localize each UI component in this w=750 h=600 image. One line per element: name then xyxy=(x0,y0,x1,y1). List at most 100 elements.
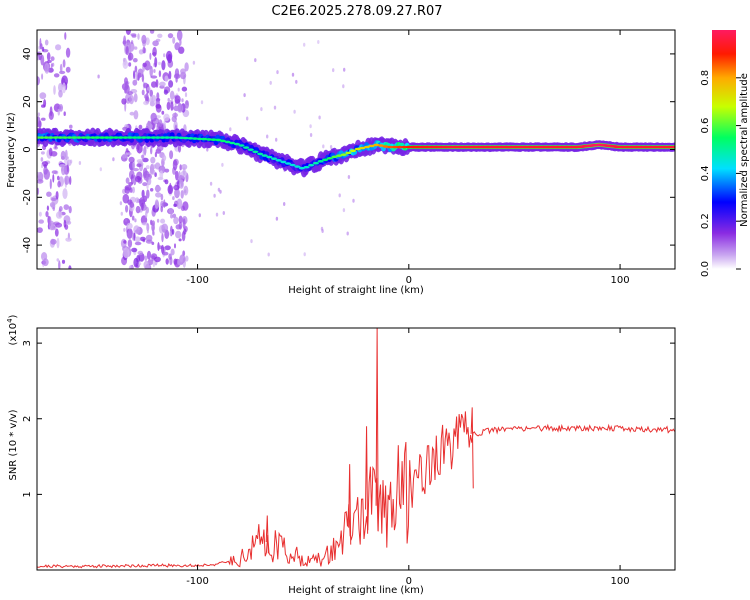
noise-speckle xyxy=(65,237,72,242)
noise-speckle xyxy=(128,265,134,269)
noise-speckle xyxy=(48,147,53,157)
noise-speckle xyxy=(99,167,103,172)
noise-speckle xyxy=(149,30,155,34)
x-tick-label: 100 xyxy=(611,275,630,286)
noise-speckle xyxy=(163,120,166,130)
ridge-peak xyxy=(94,136,101,139)
ridge-peak xyxy=(173,136,180,139)
ridge-peak xyxy=(336,154,343,157)
ridge-peak xyxy=(243,146,250,149)
noise-speckle xyxy=(37,116,41,128)
noise-speckle xyxy=(163,89,168,95)
noise-speckle xyxy=(150,147,153,155)
spectrogram-x-ticks: -100 0 100 xyxy=(186,30,630,286)
noise-speckle xyxy=(141,189,145,198)
ridge-peak xyxy=(52,136,59,139)
noise-speckle xyxy=(61,259,66,264)
noise-speckle xyxy=(53,85,56,95)
ridge-peak xyxy=(387,145,394,149)
noise-speckle xyxy=(128,62,132,67)
noise-speckle xyxy=(198,213,201,218)
noise-speckle xyxy=(58,260,61,269)
noise-speckle xyxy=(165,258,169,265)
noise-speckle xyxy=(173,203,177,207)
noise-speckle xyxy=(51,62,55,67)
noise-speckle xyxy=(158,119,163,128)
noise-speckle xyxy=(155,192,162,198)
noise-speckle xyxy=(135,205,141,214)
noise-speckle xyxy=(309,124,312,129)
ridge-peak xyxy=(391,145,398,149)
noise-speckle xyxy=(149,169,156,175)
noise-speckle xyxy=(48,111,54,120)
ridge-peak xyxy=(103,136,110,139)
noise-speckle xyxy=(243,93,246,98)
noise-speckle xyxy=(135,197,140,204)
ridge-peak xyxy=(373,143,380,147)
colorbar-tick-label: 0.8 xyxy=(700,70,711,86)
noise-speckle xyxy=(68,205,72,214)
ridge-peak xyxy=(261,154,268,157)
snr-x-ticks: -100 0 100 xyxy=(186,328,630,587)
noise-speckle xyxy=(163,199,166,209)
noise-speckle xyxy=(145,37,150,46)
colorbar-tick-label: 0.4 xyxy=(700,165,711,181)
noise-speckle xyxy=(52,174,55,183)
noise-speckle xyxy=(342,208,346,213)
noise-speckle xyxy=(134,236,141,243)
ridge-peak xyxy=(257,152,264,156)
noise-speckle xyxy=(132,178,135,183)
noise-speckle xyxy=(176,198,183,210)
ridge-peak xyxy=(136,136,143,139)
noise-speckle xyxy=(62,82,66,94)
noise-speckle xyxy=(182,201,189,211)
noise-speckle xyxy=(42,46,45,52)
x-tick-label: 100 xyxy=(611,576,630,587)
noise-speckle xyxy=(181,164,188,170)
noise-speckle xyxy=(221,162,224,167)
noise-speckle xyxy=(49,178,52,190)
noise-speckle xyxy=(163,113,170,122)
noise-speckle xyxy=(217,187,221,192)
snr-series-line xyxy=(37,411,675,569)
noise-speckle xyxy=(172,159,178,171)
y-tick-label: -40 xyxy=(22,237,33,253)
snr-marks xyxy=(37,328,675,569)
noise-speckle xyxy=(246,116,249,121)
noise-speckle xyxy=(309,133,313,137)
noise-speckle xyxy=(137,250,144,256)
noise-speckle xyxy=(321,229,324,233)
noise-speckle xyxy=(37,187,40,195)
noise-speckle xyxy=(160,218,166,224)
noise-speckle xyxy=(124,218,128,222)
noise-speckle xyxy=(126,152,132,156)
noise-speckle xyxy=(342,84,345,89)
noise-speckle xyxy=(152,40,159,47)
noise-speckle xyxy=(141,34,147,45)
snr-plot-area xyxy=(37,328,675,570)
snr-multiplier-prefix: (x10 xyxy=(8,323,19,346)
ridge-peak xyxy=(312,161,319,165)
noise-speckle xyxy=(60,150,66,160)
noise-speckle xyxy=(50,238,57,245)
noise-speckle xyxy=(322,144,325,149)
noise-speckle xyxy=(154,199,159,210)
ridge-peak xyxy=(201,137,208,141)
noise-speckle xyxy=(332,68,335,73)
noise-speckle xyxy=(55,222,63,228)
noise-speckle xyxy=(37,76,40,86)
noise-speckle xyxy=(260,107,263,112)
noise-speckle xyxy=(177,87,180,92)
noise-speckle xyxy=(64,175,70,185)
ridge-peak xyxy=(131,136,138,139)
noise-speckle xyxy=(69,176,72,185)
ridge-peak xyxy=(238,144,245,147)
noise-speckle xyxy=(69,159,73,164)
ridge-peak xyxy=(85,136,92,139)
noise-speckle xyxy=(61,165,66,176)
noise-speckle xyxy=(164,75,169,82)
noise-speckle xyxy=(179,38,182,46)
spectrogram-y-label: Frequency (Hz) xyxy=(6,112,17,188)
noise-speckle xyxy=(62,59,66,68)
noise-speckle xyxy=(343,67,346,72)
